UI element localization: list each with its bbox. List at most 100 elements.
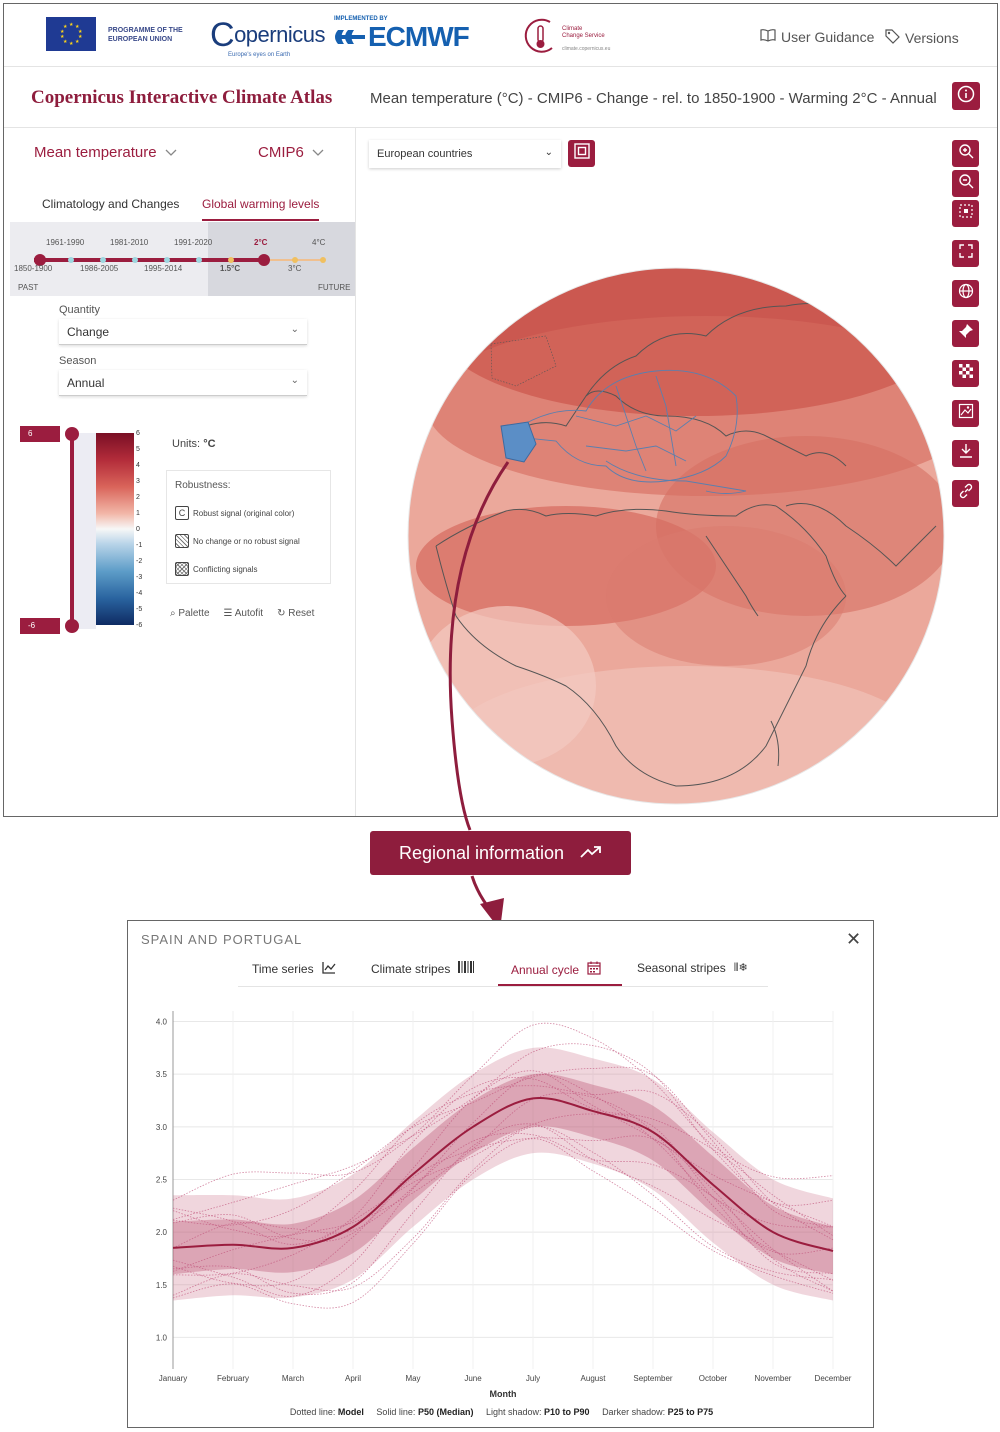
legend-tick-label: -3 [136,574,143,581]
legend-tick-label: 1 [136,510,140,517]
fullscreen-button[interactable] [952,240,979,267]
legend-max-handle[interactable] [65,427,79,441]
timeline-point[interactable] [292,257,298,263]
timeline-track [34,258,264,262]
y-tick-label: 2.0 [156,1228,168,1237]
regional-info-panel: SPAIN AND PORTUGAL ✕ Time series Climate… [127,920,874,1428]
model-line [172,1077,834,1245]
region-overlay-toggle-button[interactable] [568,140,595,167]
legend-tick-label: -1 [136,542,143,549]
projection-button[interactable] [952,280,979,307]
reset-button[interactable]: ↻ Reset [277,608,315,619]
timeline-point[interactable] [164,257,170,263]
quantity-label: Quantity [59,304,100,316]
svg-text:★: ★ [75,39,80,45]
season-select[interactable]: Annual ⌄ [59,370,307,396]
eu-flag-logo: ★ ★ ★ ★ ★ ★ ★ ★ ★ ★ [46,17,96,51]
legend-min-handle[interactable] [65,619,79,633]
legend-tick-label: 2 [136,494,140,501]
legend-tick-label: -4 [136,590,143,597]
svg-text:★: ★ [75,24,80,30]
svg-text:★: ★ [63,39,68,45]
no-change-hatch-icon [175,534,189,548]
region-tabs: Time series Climate stripes Annual cycle… [238,957,768,987]
x-tick-label: December [815,1374,852,1383]
selection-icon [958,203,974,224]
x-tick-label: June [464,1374,482,1383]
fullscreen-icon [958,243,974,264]
model-line [172,1022,834,1201]
robustness-toggle-button[interactable] [952,360,979,387]
image-export-button[interactable] [952,400,979,427]
zoom-out-button[interactable] [952,170,979,197]
legend-range-background [74,433,96,629]
legend-max-flag[interactable]: 6 [20,426,60,442]
palette-icon: ⌕ [170,608,176,619]
zoom-in-icon [958,143,974,164]
zoom-out-icon [958,173,974,194]
zoom-in-button[interactable] [952,140,979,167]
annual-cycle-chart[interactable]: 1.0 1.5 2.0 2.5 3.0 3.5 4.0 January February Marc… [128,1001,875,1411]
stripes-icon [458,961,475,976]
conflicting-cross-hatch-icon [175,562,189,576]
line-chart-icon [321,961,336,977]
timeline-point[interactable] [132,257,138,263]
robust-item: C Robust signal (original color) [175,506,294,520]
regional-information-button[interactable]: Regional information [370,831,631,875]
layer-breadcrumb: Mean temperature (°C) - CMIP6 - Change -… [370,90,937,107]
tab-time-series[interactable]: Time series [252,961,336,977]
close-button[interactable]: ✕ [846,929,861,950]
share-link-button[interactable] [952,480,979,507]
y-tick-label: 2.5 [156,1175,168,1184]
active-tab-underline [498,984,622,986]
globe-map[interactable] [406,266,946,806]
tag-icon [884,28,900,47]
model-line [172,1085,834,1241]
x-tick-label: August [581,1374,607,1383]
legend-tick-label: 0 [136,526,140,533]
tab-climatology-changes[interactable]: Climatology and Changes [42,197,180,211]
timeline-start-handle[interactable] [34,254,46,266]
timeline-point[interactable] [196,257,202,263]
y-tick-label: 4.0 [156,1018,168,1027]
timeline-point[interactable] [320,257,326,263]
title-bar: Copernicus Interactive Climate Atlas Mea… [4,66,997,128]
model-line [172,1113,834,1276]
user-guidance-link[interactable]: User Guidance [760,28,874,45]
model-line [172,1073,834,1249]
region-set-select[interactable]: European countries ⌄ [369,140,561,168]
variable-select[interactable]: Mean temperature [34,144,177,161]
autofit-button[interactable]: ☰ Autofit [223,608,264,619]
control-panel: Mean temperature CMIP6 Climatology and C… [4,128,356,816]
timeline-point[interactable] [228,257,234,263]
pin-button[interactable] [952,320,979,347]
model-line [172,1126,834,1296]
tab-seasonal-stripes[interactable]: Seasonal stripes ⦀❄ [637,961,748,975]
chevron-down-icon: ⌄ [544,147,553,158]
x-tick-label: May [405,1374,420,1383]
tab-climate-stripes[interactable]: Climate stripes [371,961,475,976]
download-button[interactable] [952,440,979,467]
legend-actions: ⌕ Palette ☰ Autofit ↻ Reset [170,608,314,619]
tab-annual-cycle[interactable]: Annual cycle [511,961,601,978]
trending-up-icon [580,843,602,864]
info-button[interactable] [952,82,980,110]
versions-link[interactable]: Versions [884,28,959,47]
warming-level-timeline[interactable]: 1961-1990 1981-2010 1991-2020 2°C 4°C 18… [10,222,355,296]
timeline-selected-handle[interactable] [258,254,270,266]
model-line [172,1123,834,1295]
legend-color-bar [96,433,134,625]
svg-text:★: ★ [60,29,65,35]
timeline-point[interactable] [68,257,74,263]
palette-button[interactable]: ⌕ Palette [170,608,210,619]
band-p25-p75 [173,1073,833,1275]
sliders-icon: ☰ [223,608,233,619]
zoom-to-area-button[interactable] [952,200,979,227]
legend-tick-label: 5 [136,446,140,453]
quantity-select[interactable]: Change ⌄ [59,319,307,345]
timeline-point[interactable] [100,257,106,263]
legend-min-flag[interactable]: -6 [20,618,60,634]
x-tick-label: January [159,1374,187,1383]
dataset-select[interactable]: CMIP6 [258,144,324,161]
tab-global-warming-levels[interactable]: Global warming levels [202,197,320,221]
